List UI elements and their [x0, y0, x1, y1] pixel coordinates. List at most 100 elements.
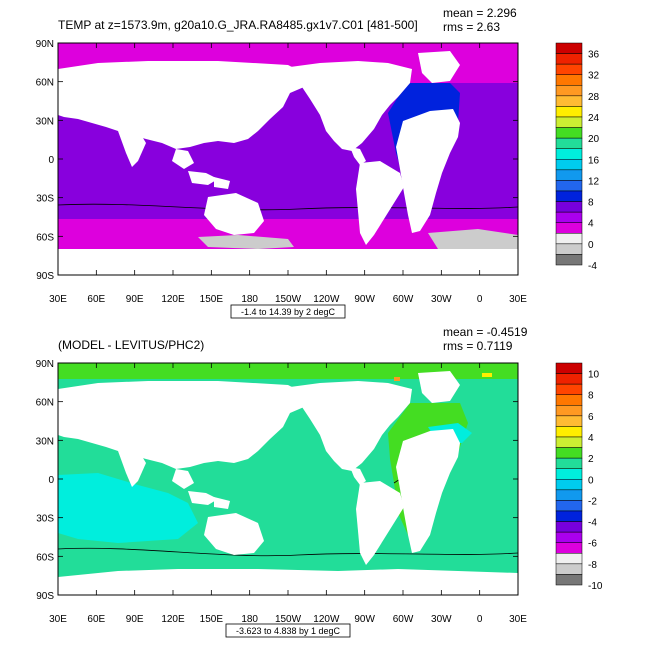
top-colorbar-label: 28	[588, 92, 600, 103]
top-lon-label: 150E	[200, 294, 224, 305]
bottom-colorbar-label: 0	[588, 475, 594, 486]
top-colorbar-label: 16	[588, 155, 600, 166]
top-colorbar-label: 8	[588, 198, 594, 209]
bottom-lon-label: 0	[477, 614, 483, 625]
bottom-lat-label: 90N	[36, 359, 54, 370]
bottom-colorbar-swatch	[555, 489, 583, 501]
top-colorbar: 36 32 28 24 20 16 12 8 4 0 -4	[555, 42, 600, 272]
top-lat-label: 30S	[36, 194, 54, 205]
top-colorbar-swatch	[555, 148, 583, 160]
top-colorbar-swatch	[555, 137, 583, 149]
top-lat-label: 60S	[36, 232, 54, 243]
bottom-colorbar: 10 8 6 4 2 0 -2 -4 -6 -8 -10	[555, 362, 603, 592]
bottom-lat-label: 30N	[36, 436, 54, 447]
top-lon-labels: 30E 60E 90E 120E 150E 180 150W 120W 90W 60W 30W 0 30…	[49, 294, 527, 305]
top-lat-label: 90S	[36, 271, 54, 282]
bottom-colorbar-label: 8	[588, 391, 594, 402]
top-colorbar-swatch	[555, 159, 583, 171]
top-mean: mean = 2.296	[443, 6, 517, 20]
bottom-colorbar-label: 4	[588, 433, 594, 444]
bottom-colorbar-swatch	[555, 447, 583, 459]
top-lon-label: 30W	[431, 294, 452, 305]
top-colorbar-swatch	[555, 254, 583, 266]
top-lon-label: 90W	[354, 294, 375, 305]
top-lon-label: 30E	[49, 294, 67, 305]
bottom-map	[57, 362, 519, 596]
top-ocean-south-band	[58, 195, 518, 219]
bottom-lon-label: 120E	[161, 614, 185, 625]
bottom-colorbar-swatch	[555, 574, 583, 586]
top-colorbar-swatch	[555, 42, 583, 54]
top-panel: TEMP at z=1573.9m, g20a10.G_JRA.RA8485.g…	[36, 6, 600, 319]
bottom-panel: (MODEL - LEVITUS/PHC2) mean = -0.4519 rm…	[36, 325, 603, 638]
bottom-ticks	[57, 362, 519, 596]
bottom-lon-label: 30W	[431, 614, 452, 625]
bottom-colorbar-swatch	[555, 500, 583, 512]
top-lon-label: 150W	[275, 294, 302, 305]
top-lon-label: 0	[477, 294, 483, 305]
bottom-orange-speck	[394, 377, 400, 381]
top-lon-label: 30E	[509, 294, 527, 305]
top-map	[57, 42, 519, 276]
top-colorbar-swatch	[555, 169, 583, 181]
top-title: TEMP at z=1573.9m, g20a10.G_JRA.RA8485.g…	[58, 18, 418, 32]
bottom-lon-label: 90W	[354, 614, 375, 625]
bottom-lat-label: 60S	[36, 552, 54, 563]
top-colorbar-swatch	[555, 53, 583, 65]
top-colorbar-swatch	[555, 85, 583, 97]
top-lat-label: 0	[48, 155, 54, 166]
top-lon-label: 60W	[393, 294, 414, 305]
top-lat-label: 60N	[36, 78, 54, 89]
top-colorbar-swatch	[555, 127, 583, 139]
bottom-lat-labels: 90N 60N 30N 0 30S 60S 90S	[36, 359, 55, 602]
top-lon-label: 90E	[126, 294, 144, 305]
bottom-lat-label: 60N	[36, 398, 54, 409]
bottom-colorbar-label: 6	[588, 412, 594, 423]
top-lon-label: 60E	[87, 294, 105, 305]
bottom-lon-label: 150E	[200, 614, 224, 625]
bottom-colorbar-swatch	[555, 405, 583, 417]
bottom-colorbar-swatch	[555, 394, 583, 406]
top-colorbar-swatch	[555, 222, 583, 234]
bottom-colorbar-swatch	[555, 436, 583, 448]
top-ticks	[57, 42, 519, 276]
top-colorbar-label: -4	[588, 261, 597, 272]
bottom-colorbar-label: 10	[588, 370, 600, 381]
bottom-colorbar-label: 2	[588, 454, 594, 465]
top-colorbar-swatch	[555, 243, 583, 255]
bottom-colorbar-label: -10	[588, 581, 603, 592]
bottom-contour-1	[57, 547, 519, 557]
top-colorbar-swatch	[555, 74, 583, 86]
top-colorbar-label: 32	[588, 71, 600, 82]
top-colorbar-label: 24	[588, 113, 600, 124]
top-colorbar-swatch	[555, 233, 583, 245]
top-ice-2	[428, 229, 518, 249]
bottom-colorbar-swatch	[555, 468, 583, 480]
top-lon-label: 120W	[313, 294, 340, 305]
bottom-colorbar-swatch	[555, 553, 583, 565]
bottom-lon-label: 90E	[126, 614, 144, 625]
top-lon-label: 120E	[161, 294, 185, 305]
bottom-lat-label: 30S	[36, 514, 54, 525]
bottom-colorbar-swatch	[555, 383, 583, 395]
bottom-colorbar-swatch	[555, 510, 583, 522]
top-colorbar-swatch	[555, 116, 583, 128]
top-lat-label: 30N	[36, 116, 54, 127]
bottom-indian-cyan	[58, 473, 198, 543]
top-colorbar-swatch	[555, 211, 583, 223]
top-colorbar-label: 36	[588, 50, 600, 61]
bottom-colorbar-swatch	[555, 426, 583, 438]
top-range-box	[230, 304, 346, 319]
bottom-rms: rms = 0.7119	[443, 339, 513, 353]
bottom-colorbar-label: -2	[588, 496, 597, 507]
top-colorbar-swatch	[555, 63, 583, 75]
bottom-colorbar-label: -6	[588, 539, 597, 550]
bottom-lon-label: 30E	[49, 614, 67, 625]
bottom-mean: mean = -0.4519	[443, 325, 528, 339]
bottom-lon-label: 120W	[313, 614, 340, 625]
bottom-lon-label: 60W	[393, 614, 414, 625]
bottom-lon-labels: 30E 60E 90E 120E 150E 180 150W 120W 90W 60W 30W 0 30…	[49, 614, 527, 625]
bottom-lon-label: 30E	[509, 614, 527, 625]
bottom-range-box	[225, 623, 351, 638]
